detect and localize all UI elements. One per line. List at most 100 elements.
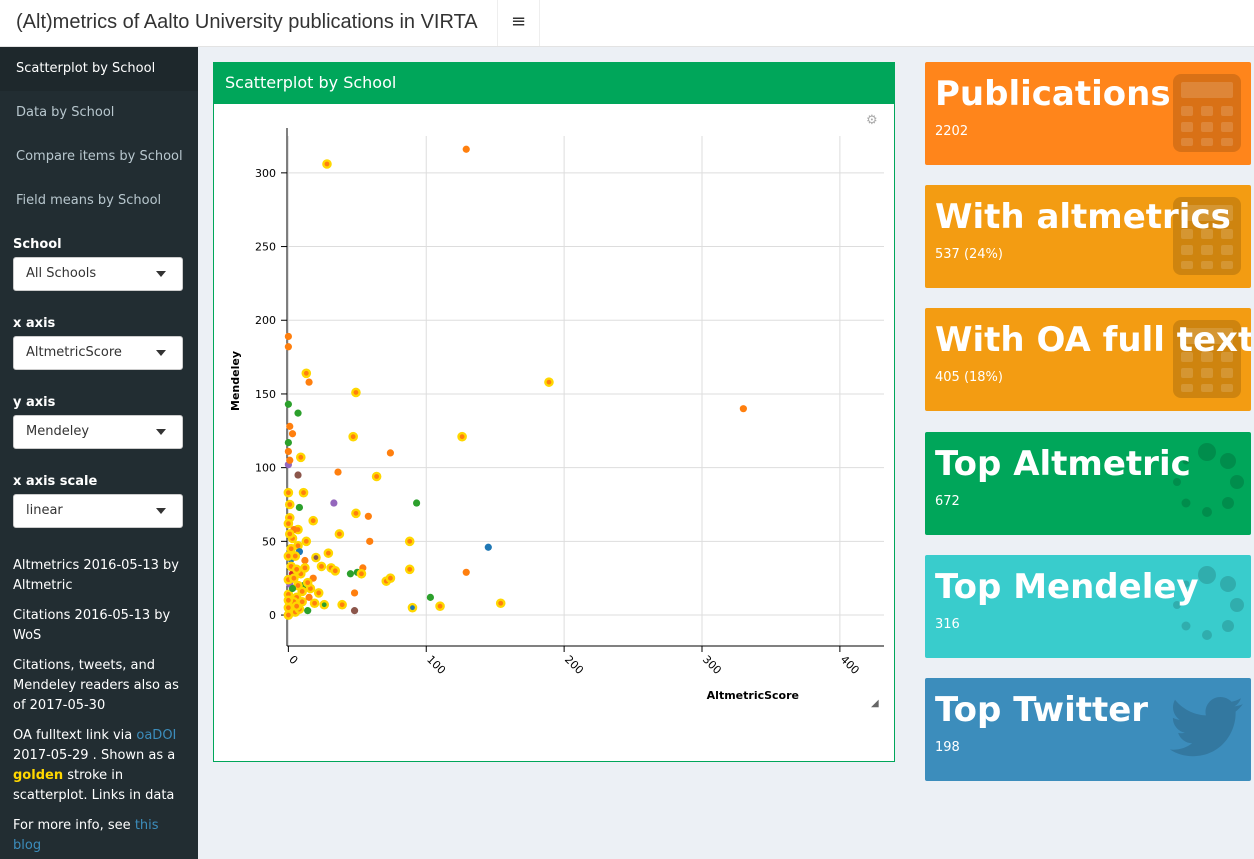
resize-handle-icon[interactable]: ◢ [871, 698, 879, 709]
value-box-top-altmetric: Top Altmetric 672 [925, 432, 1251, 535]
value-box-value: 316 [935, 617, 960, 632]
value-box-value: 672 [935, 494, 960, 509]
scatter-point [346, 570, 355, 578]
x-axis-scale-control: x axis scale linear [13, 472, 198, 528]
y-axis-select[interactable]: Mendeley [13, 415, 183, 449]
scatter-point [356, 568, 367, 579]
scatter-point [286, 456, 294, 464]
x-tick-label: 100 [424, 653, 448, 677]
chevron-down-icon [156, 350, 166, 356]
x-axis-scale-label: x axis scale [13, 474, 98, 489]
scatter-point [334, 529, 345, 539]
info-mendeley: Citations, tweets, and Mendeley readers … [13, 658, 179, 713]
value-box-publications: Publications 2202 [925, 62, 1251, 165]
app-title[interactable]: (Alt)metrics of Aalto University publica… [0, 0, 498, 46]
blog-link[interactable]: this blog [13, 818, 159, 853]
school-select[interactable]: All Schools [13, 257, 183, 291]
sidebar-toggle-icon[interactable]: ≡ [498, 0, 540, 46]
x-axis-select[interactable]: AltmetricScore [13, 336, 183, 370]
sidebar-item-scatterplot[interactable]: Scatterplot by School [0, 47, 198, 91]
top-header: (Alt)metrics of Aalto University publica… [0, 0, 1254, 47]
scatter-point [337, 599, 347, 610]
calculator-icon [1173, 320, 1241, 398]
scatter-point [435, 601, 445, 612]
info-more-a: For more info, see [13, 818, 135, 833]
scatterplot-box: Scatterplot by School ⚙ 0 50 100 150 200 250 3… [213, 62, 895, 762]
scatter-point [348, 431, 358, 442]
scatter-point [284, 343, 292, 351]
scatter-point [484, 543, 492, 551]
scatter-point [404, 536, 415, 547]
scatter-point [351, 387, 361, 398]
scatter-point [295, 503, 304, 512]
sidebar-item-field-means[interactable]: Field means by School [16, 193, 162, 208]
y-tick-label: 0 [269, 609, 276, 622]
scatter-point [291, 564, 302, 575]
scatter-point [334, 468, 342, 476]
scatter-point [462, 568, 470, 576]
x-axis-label: x axis [13, 316, 56, 331]
scatter-point [308, 515, 318, 526]
scatter-point [288, 430, 297, 438]
scatter-point [351, 508, 361, 519]
scatter-point [300, 563, 310, 573]
scatter-point [305, 378, 313, 386]
scatter-point [295, 452, 306, 463]
value-box-title: Top Altmetric [935, 444, 1191, 484]
y-tick-label: 200 [255, 314, 276, 327]
scatter-point [739, 405, 747, 413]
scatter-point [301, 368, 312, 379]
scatter-point [350, 589, 359, 597]
y-tick-label: 150 [255, 388, 276, 401]
oadoi-link[interactable]: oaDOI [136, 728, 177, 743]
scatterplot-chart[interactable]: 0 50 100 150 200 250 300 0 100 200 300 400 Altmetric… [214, 63, 894, 761]
scatter-point [385, 573, 396, 583]
x-axis-scale-select[interactable]: linear [13, 494, 183, 528]
scatter-point [371, 471, 382, 482]
scatter-point [284, 499, 295, 510]
sidebar-item-data[interactable]: Data by School [16, 105, 115, 120]
scatter-point [294, 471, 302, 479]
scatter-point [413, 499, 421, 507]
x-axis-select-value: AltmetricScore [26, 345, 122, 360]
info-oa-b: 2017-05-29 . Shown as a [13, 748, 176, 763]
calculator-icon [1173, 197, 1241, 275]
scatter-point [322, 159, 332, 169]
scatter-point [283, 518, 294, 529]
value-box-title: Top Mendeley [935, 567, 1199, 607]
scatter-point [288, 584, 297, 593]
scatter-point [283, 610, 294, 620]
y-axis-control: y axis Mendeley [13, 393, 198, 449]
spinner-icon [1173, 566, 1244, 640]
scatter-point [283, 595, 294, 606]
scatter-point [544, 377, 554, 387]
y-tick-label: 50 [262, 535, 276, 548]
scatter-point [404, 564, 415, 575]
scatter-point [304, 607, 312, 615]
value-box-value: 405 (18%) [935, 370, 1003, 385]
scatter-point [284, 438, 292, 447]
scatter-point [462, 145, 470, 153]
box-title: Scatterplot by School [214, 63, 894, 104]
scatter-point [495, 598, 506, 609]
scatter-point [330, 566, 341, 576]
scatter-point [366, 537, 374, 545]
x-axis-scale-select-value: linear [26, 503, 63, 518]
y-tick-label: 300 [255, 167, 276, 180]
scatter-point [311, 552, 321, 563]
x-axis-control: x axis AltmetricScore [13, 314, 198, 370]
value-box-value: 198 [935, 740, 960, 755]
scatter-point [386, 449, 395, 457]
y-axis-select-value: Mendeley [26, 424, 90, 439]
value-box-with-altmetrics: With altmetrics 537 (24%) [925, 185, 1251, 288]
gear-icon[interactable]: ⚙ [866, 113, 878, 128]
sidebar-item-compare[interactable]: Compare items by School [16, 149, 183, 164]
value-box-title: Top Twitter [935, 690, 1149, 730]
y-tick-label: 100 [255, 462, 276, 475]
scatter-point [457, 431, 467, 442]
scatter-point [283, 602, 294, 613]
info-altmetrics: Altmetrics 2016-05-13 by Altmetric [13, 558, 179, 593]
scatter-point [301, 556, 309, 565]
scatter-point [330, 499, 338, 507]
sidebar: Scatterplot by School Data by School Com… [0, 47, 198, 859]
